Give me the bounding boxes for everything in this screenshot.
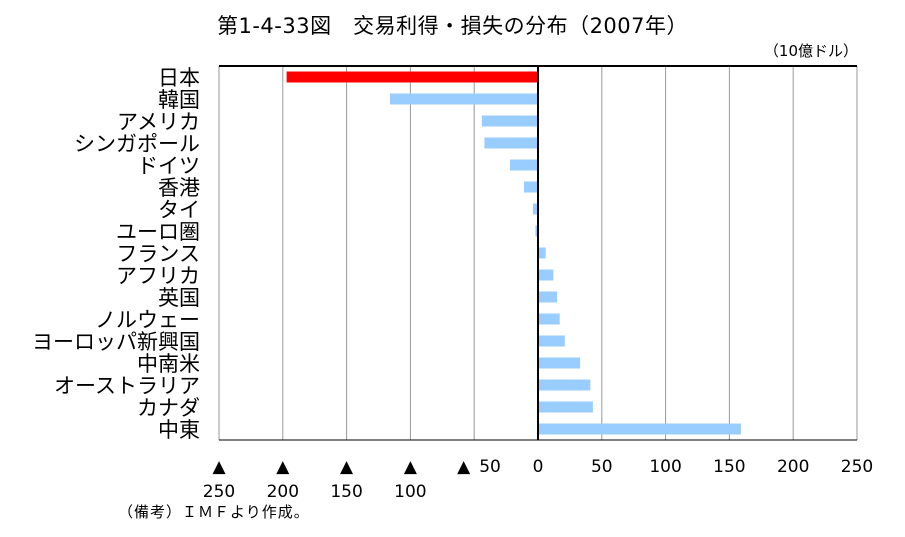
category-label: 中東 [158,418,200,442]
tick-label: 100 [649,457,681,477]
bar [538,247,546,259]
tick-label: 100 [394,482,426,502]
tick-label: 50 [479,457,501,477]
bar [509,159,538,171]
tick-label: 250 [841,457,873,477]
unit-label: （10億ドル） [763,42,858,60]
bar [538,313,560,325]
tick-label: 150 [330,482,362,502]
category-label: アメリカ [117,110,200,134]
category-label: アフリカ [116,264,200,288]
tick-label: 200 [267,482,299,502]
chart-title: 第1-4-33図 交易利得・損失の分布（2007年） [216,14,689,38]
tick-label: 200 [777,457,809,477]
category-label: 英国 [158,286,200,310]
category-label: タイ [158,198,200,222]
category-label: フランス [116,242,200,266]
bar [538,269,554,281]
tick-label: 250 [203,482,235,502]
source-note: （備考）ＩＭＦより作成。 [118,503,310,521]
tick-label: 150 [713,457,745,477]
category-label: 香港 [158,176,200,200]
bar [286,71,538,83]
bar [538,379,591,391]
negative-tick-marker: ▲ [340,457,354,477]
category-label: 韓国 [158,88,200,112]
category-label: カナダ [137,396,200,420]
category-label: シンガポール [74,132,200,156]
category-label: オーストラリア [54,374,200,398]
tick-label: 0 [533,457,544,477]
bar [535,225,538,237]
bar [481,115,538,127]
tick-label: 50 [591,457,613,477]
category-label: 日本 [158,66,200,90]
bar [538,357,581,369]
negative-tick-marker: ▲ [404,457,418,477]
category-label: ヨーロッパ新興国 [32,330,200,354]
bar [484,137,538,149]
negative-tick-marker: ▲ [276,457,290,477]
bar [523,181,538,193]
negative-tick-marker: ▲ [212,457,226,477]
bar [538,423,741,435]
category-label: ドイツ [137,154,200,178]
category-label: 中南米 [137,352,200,376]
negative-tick-marker: ▲ [457,457,471,477]
category-label: ユーロ圏 [116,220,200,244]
category-label: ノルウェー [95,308,200,332]
bar [532,203,538,215]
bar [538,401,593,413]
bar [538,291,558,303]
bar [538,335,565,347]
bar [389,93,538,105]
